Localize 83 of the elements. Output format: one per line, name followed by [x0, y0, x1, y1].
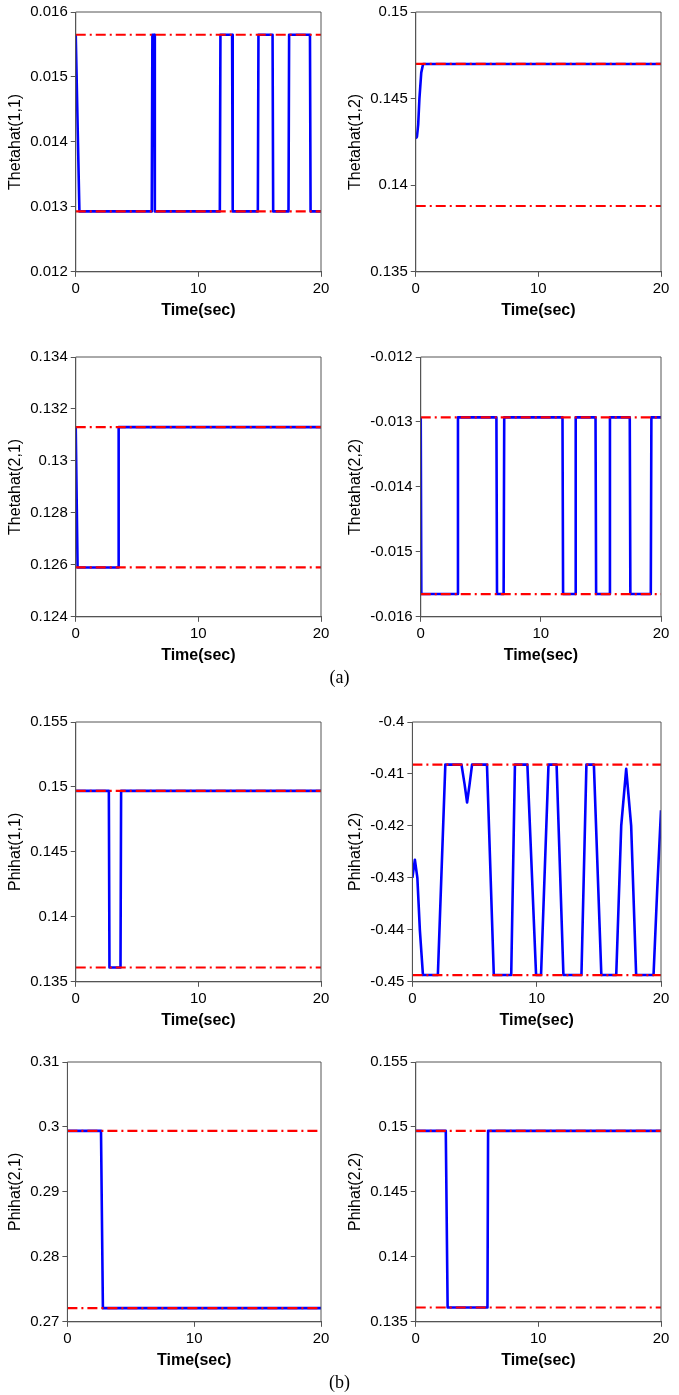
y-tick-label: 0.15	[378, 1117, 408, 1135]
y-tick-label: -0.43	[370, 868, 405, 886]
x-axis-title: Time(sec)	[501, 1350, 576, 1368]
x-tick-label: 10	[190, 278, 207, 296]
y-tick-label: 0.135	[370, 1311, 408, 1329]
x-axis-title: Time(sec)	[161, 1010, 236, 1028]
y-tick-label: 0.13	[38, 451, 68, 469]
y-tick-label: 0.132	[30, 399, 68, 417]
y-tick-label: 0.29	[30, 1182, 60, 1200]
y-tick-label: -0.016	[370, 606, 413, 624]
y-tick-label: -0.014	[370, 477, 413, 495]
x-axis-title: Time(sec)	[499, 1010, 574, 1028]
text: (b)	[328, 1372, 351, 1393]
x-tick-label: 20	[312, 623, 330, 641]
x-tick-label: 0	[71, 623, 80, 641]
y-tick-label: 0.016	[30, 2, 68, 20]
x-tick-label: 10	[530, 1328, 547, 1346]
x-tick-label: 0	[71, 278, 80, 296]
y-tick-label: 0.28	[30, 1246, 60, 1264]
x-tick-label: 10	[185, 1328, 203, 1346]
y-axis-title: Thetahat(1,2)	[346, 93, 364, 190]
y-tick-label: 0.135	[30, 971, 68, 989]
y-tick-label: 0.145	[30, 842, 68, 860]
x-tick-label: 0	[71, 988, 80, 1006]
y-tick-label: 0.14	[378, 175, 408, 193]
y-tick-label: -0.45	[370, 971, 405, 989]
x-tick-label: 0	[63, 1328, 72, 1346]
x-axis-title: Time(sec)	[161, 645, 236, 663]
y-tick-label: 0.015	[30, 67, 68, 85]
x-tick-label: 0	[408, 988, 417, 1006]
y-axis-title: Thetahat(1,1)	[6, 93, 24, 190]
y-tick-label: -0.015	[370, 541, 413, 559]
y-tick-label: 0.013	[30, 196, 68, 214]
y-tick-label: 0.15	[378, 2, 408, 20]
x-tick-label: 20	[652, 988, 670, 1006]
text: (a)	[328, 667, 351, 688]
x-axis-title: Time(sec)	[501, 300, 576, 318]
x-tick-label: 20	[652, 623, 670, 641]
x-tick-label: 20	[652, 278, 670, 296]
x-tick-label: 0	[416, 623, 425, 641]
y-tick-label: 0.3	[38, 1117, 60, 1135]
y-tick-label: 0.134	[30, 347, 68, 365]
x-tick-label: 10	[190, 623, 207, 641]
x-tick-label: 20	[312, 988, 330, 1006]
y-tick-label: 0.145	[370, 1182, 408, 1200]
x-tick-label: 20	[312, 1328, 330, 1346]
x-tick-label: 10	[190, 988, 207, 1006]
y-axis-title: Phihat(2,1)	[6, 1152, 24, 1232]
y-tick-label: -0.012	[370, 347, 413, 365]
y-tick-label: 0.128	[30, 503, 68, 521]
x-tick-label: 20	[312, 278, 330, 296]
y-tick-label: 0.155	[370, 1052, 408, 1070]
x-tick-label: 0	[411, 1328, 420, 1346]
y-tick-label: 0.14	[38, 906, 68, 924]
y-tick-label: -0.4	[378, 712, 405, 730]
y-tick-label: 0.124	[30, 606, 68, 624]
y-axis-title: Phihat(2,2)	[346, 1152, 364, 1232]
x-tick-label: 10	[528, 988, 546, 1006]
y-tick-label: 0.126	[30, 554, 68, 572]
y-tick-label: 0.155	[30, 712, 68, 730]
y-tick-label: 0.135	[370, 261, 408, 279]
y-tick-label: -0.41	[370, 764, 405, 782]
x-tick-label: 20	[652, 1328, 670, 1346]
y-axis-title: Phihat(1,1)	[6, 812, 24, 892]
y-tick-label: 0.27	[30, 1311, 60, 1329]
y-tick-label: 0.145	[370, 88, 408, 106]
y-axis-title: Phihat(1,2)	[346, 812, 364, 892]
y-axis-title: Thetahat(2,2)	[346, 438, 364, 535]
y-tick-label: 0.012	[30, 261, 68, 279]
y-axis-title: Thetahat(2,1)	[6, 438, 24, 535]
y-tick-label: -0.013	[370, 412, 413, 430]
y-tick-label: -0.44	[370, 919, 405, 937]
x-axis-title: Time(sec)	[156, 1350, 232, 1368]
y-tick-label: -0.42	[370, 816, 405, 834]
x-tick-label: 10	[532, 623, 550, 641]
x-axis-title: Time(sec)	[503, 645, 579, 663]
y-tick-label: 0.014	[30, 132, 68, 150]
x-tick-label: 0	[411, 278, 420, 296]
y-tick-label: 0.14	[378, 1246, 408, 1264]
x-axis-title: Time(sec)	[161, 300, 236, 318]
x-tick-label: 10	[530, 278, 547, 296]
y-tick-label: 0.31	[30, 1052, 60, 1070]
y-tick-label: 0.15	[38, 777, 68, 795]
